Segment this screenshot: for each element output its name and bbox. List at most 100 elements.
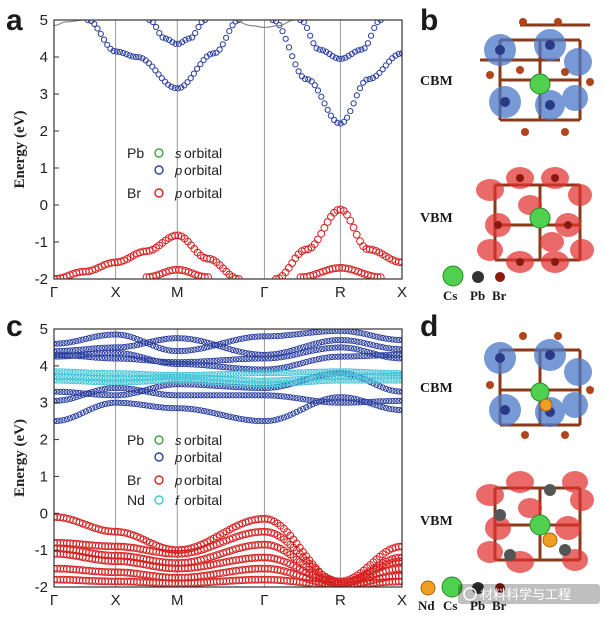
band-point [94,25,101,32]
band-point [292,61,299,68]
band-point [175,381,182,388]
band-point [133,370,141,377]
band-point [137,337,144,344]
band-point [169,360,176,367]
band-point [114,399,122,406]
band-point [204,374,211,381]
band-point [124,343,131,350]
band-point [201,344,208,351]
legend-orbital-word: orbital [184,185,222,201]
band-point [306,342,313,349]
band-point [153,390,160,397]
band-point [226,376,233,383]
band-point [70,414,77,421]
band-point [261,355,268,362]
band-point [187,75,194,82]
band-point [95,402,102,409]
band-point [191,392,198,399]
band-point [121,375,128,382]
band-point [245,355,252,362]
band-point [369,246,377,254]
band-point [76,393,83,400]
band-point [306,378,313,385]
cbm-charge-density-d [484,332,594,439]
band-point [321,100,328,107]
band-point [165,347,172,354]
band-point [162,360,169,367]
band-point [124,400,131,407]
y-tick-label: 0 [40,505,48,522]
band-point [133,386,141,394]
panel-letter-b: b [420,4,438,37]
band-point [232,336,240,343]
band-point [146,371,153,378]
band-point [345,52,352,60]
band-point [299,369,307,376]
bands-group [54,329,402,587]
legend-swatch [154,495,164,505]
band-point [303,349,310,356]
band-point [79,336,86,343]
band-point [363,399,370,406]
band-point [124,391,131,398]
band-point [197,358,204,365]
cs-atom-swatch-d [441,576,463,598]
band-point [159,374,166,381]
band-point [127,355,134,363]
band-point [319,355,326,362]
band-point [137,401,144,408]
band-point [239,376,246,384]
band-point [100,36,108,43]
band-point [204,378,211,385]
band-point [344,394,351,401]
band-point [213,357,220,364]
band-point [185,35,192,42]
band-point [293,369,300,376]
band-point [95,375,102,382]
band-point [389,351,396,358]
legend-swatch [154,435,164,445]
band-point [289,53,296,60]
band-point [319,47,327,54]
band-point [338,337,345,344]
band-point [111,399,118,406]
band-point [386,58,393,65]
band-point [287,380,294,387]
band-point [252,366,259,373]
band-point [287,352,294,359]
band-point [261,418,268,425]
band-point [258,355,265,362]
band-point [271,365,278,373]
band-point [357,397,364,404]
atom-legend-b: Cs Pb Br [442,265,507,303]
band-point [277,393,284,400]
band-point [392,351,399,358]
band-point [172,359,179,366]
band-point [295,68,302,75]
band-point [367,352,374,359]
band-point [133,375,141,382]
band-point [331,337,339,344]
band-point [306,402,313,409]
band-point [102,350,109,357]
band-point [339,55,346,62]
band-point [76,374,83,381]
band-point [66,339,74,346]
band-point [169,377,176,384]
atom-label-br-d: Br [492,598,507,613]
band-point [341,353,348,360]
band-point [207,362,214,369]
band-point [268,366,275,373]
band-point [392,406,399,413]
y-tick-label: 3 [40,86,48,103]
band-point [392,345,399,353]
band-point [296,379,303,386]
band-point [309,401,316,408]
band-point [137,370,144,377]
band-point [264,366,271,373]
band-point [63,396,70,403]
band-point [216,371,224,378]
band-point [223,364,230,371]
band-point [248,417,255,424]
band-point [268,417,275,424]
